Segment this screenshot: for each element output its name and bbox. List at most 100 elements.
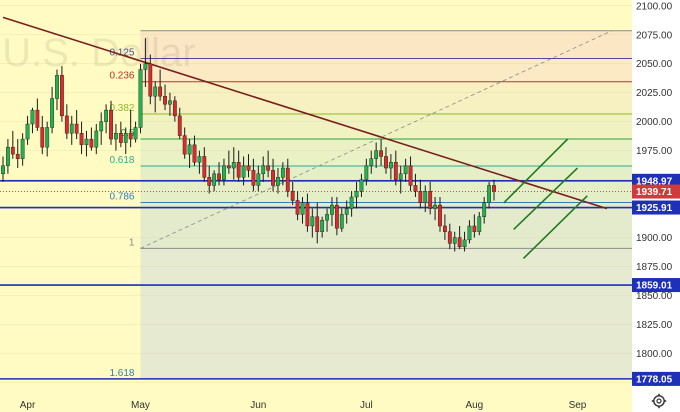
candle-body [133,127,138,140]
y-tick-label: 1900.00 [636,233,673,244]
candle-body [94,130,99,148]
candle-body [64,115,69,134]
candle-body [447,231,452,244]
x-tick-label: Jul [360,400,373,411]
candle-body [477,216,482,232]
candle-body [276,177,280,186]
candle-body [138,69,143,128]
candle-body [418,191,423,203]
candle-body [163,95,167,105]
candle-body [261,165,266,175]
candle-body [15,153,20,159]
candle-body [118,133,123,143]
candle-body [266,165,271,171]
trendline-channel-upper [503,138,569,204]
price-label-box [632,200,680,215]
candle-body [492,185,496,192]
candle-body [217,173,221,180]
candle-body [79,133,84,146]
candle-body [398,173,403,180]
trendline-fib-diagonal [140,30,613,249]
candle-body [45,127,50,148]
fib-level-label: 0.786 [109,192,134,203]
candle-body [207,177,212,186]
fib-zone [140,58,633,82]
candle-body [246,165,251,171]
candle-body [128,133,133,140]
candle-body [285,167,290,192]
candle-body [393,162,398,180]
x-tick-label: May [131,400,150,411]
candle-body [467,225,472,241]
candle-body [452,237,457,244]
y-tick-label: 2075.00 [636,30,673,41]
price-label: 1778.05 [636,374,673,385]
candle-body [305,202,310,227]
candle-body [438,204,442,227]
candle-body [271,170,275,186]
candle-body [109,109,113,140]
candle-body [143,63,148,70]
price-label: 1925.91 [636,203,673,214]
fib-level-label: 0.125 [109,48,134,59]
candle-body [104,109,109,122]
candle-body [339,214,344,229]
gear-icon [651,393,667,409]
candle-body [423,191,428,203]
x-tick-label: Aug [465,400,483,411]
candle-body [364,165,369,180]
candle-body [384,156,388,169]
candle-body [10,146,15,155]
candle-body [388,162,393,169]
candle-body [457,237,462,248]
candle-body [379,150,383,157]
candle-body [84,138,89,146]
fib-zone [140,81,633,115]
y-tick-label: 1800.00 [636,349,673,360]
candle-body [403,165,408,175]
candle-body [487,185,491,203]
candle-body [334,204,339,229]
candle-body [123,133,128,143]
candle-body [280,167,285,178]
y-tick-label: 1850.00 [636,291,673,302]
candle-body [153,86,158,97]
trendline-downtrend [2,16,608,210]
fib-zone [140,248,633,379]
y-tick-label: 2000.00 [636,117,673,128]
candle-body [202,156,207,178]
candle-body [222,165,226,180]
price-label-box [632,278,680,293]
candle-body [251,170,256,186]
candle-body [30,109,35,125]
candle-body [6,146,10,166]
fib-zone [140,114,633,140]
settings-button[interactable] [650,392,668,410]
candle-body [472,225,477,232]
candle-body [315,216,320,232]
candle-body [374,150,379,159]
fib-level-label: 1 [129,237,135,248]
candle-body [241,165,246,178]
candle-body [25,123,30,140]
fib-level-label: 0.618 [109,155,134,166]
candle-body [413,185,418,192]
candle-body [197,156,202,163]
candle-body [231,162,236,169]
candle-body [50,98,55,128]
x-tick-label: Sep [569,400,587,411]
candle-body [69,123,74,134]
trendline-channel-mid [513,167,579,231]
candle-body [256,173,261,186]
candle-body [369,158,374,166]
candle-body [35,109,40,128]
x-tick-label: Apr [20,400,36,411]
fib-level-label: 0.5 [121,128,135,139]
fib-zone [140,30,633,59]
candle-body [182,135,187,155]
candle-body [55,75,59,99]
x-tick-label: Jun [250,400,266,411]
candle-body [89,138,94,148]
